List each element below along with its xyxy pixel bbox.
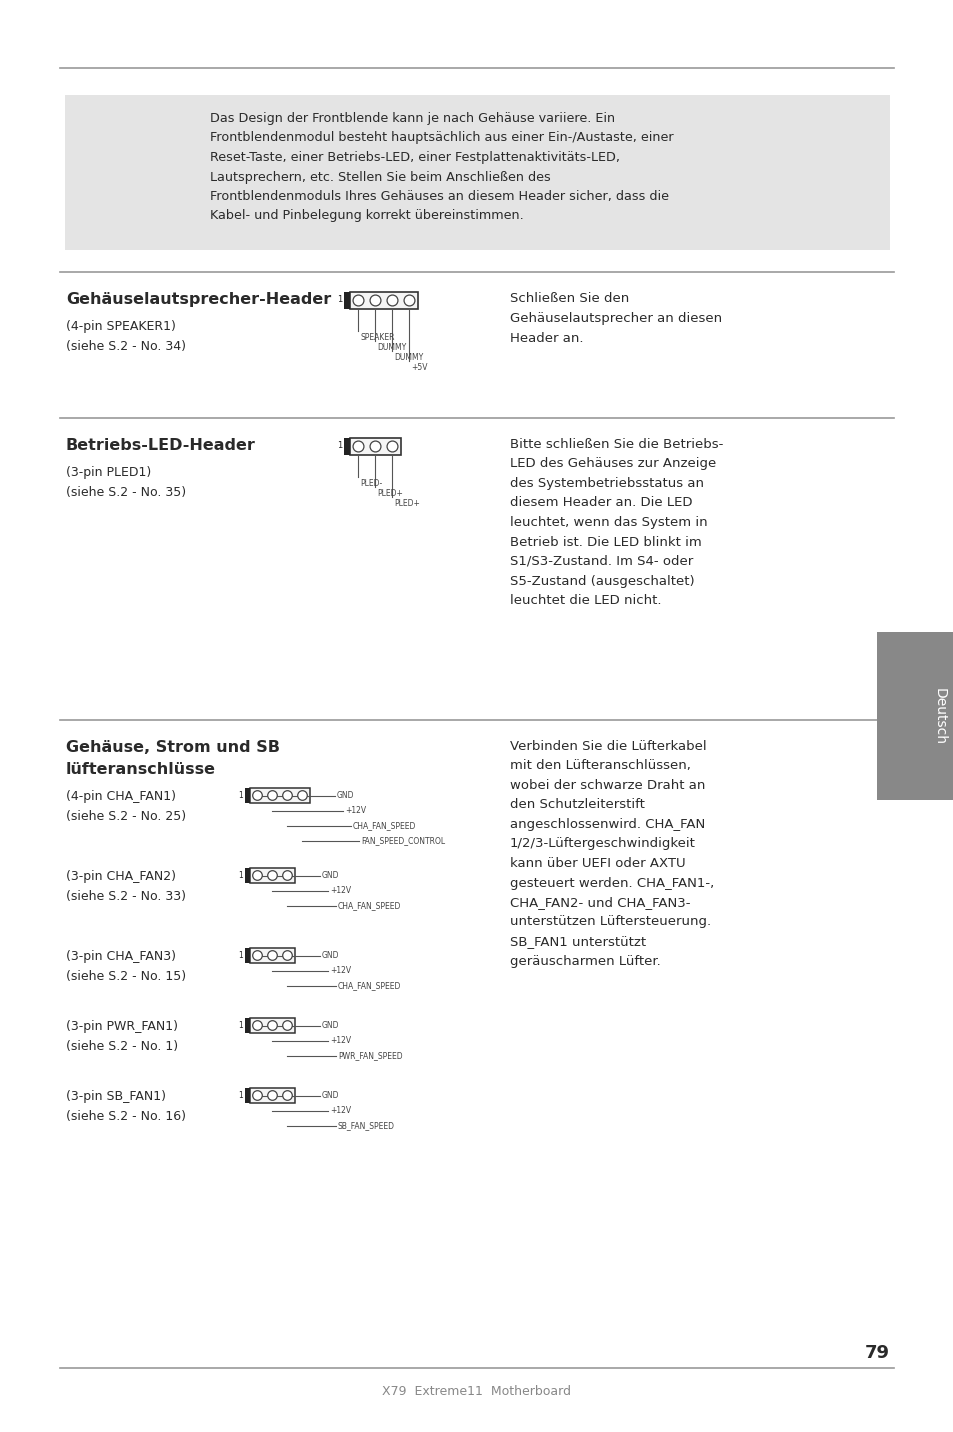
Text: 1: 1 [238, 951, 243, 959]
Circle shape [353, 295, 363, 306]
Text: (4-pin CHA_FAN1): (4-pin CHA_FAN1) [66, 790, 175, 803]
Text: (siehe S.2 - No. 33): (siehe S.2 - No. 33) [66, 891, 186, 904]
Circle shape [404, 295, 415, 306]
Text: GND: GND [322, 951, 339, 959]
Text: Das Design der Frontblende kann je nach Gehäuse variiere. Ein
Frontblendenmodul : Das Design der Frontblende kann je nach … [210, 112, 673, 222]
Text: (siehe S.2 - No. 25): (siehe S.2 - No. 25) [66, 811, 186, 823]
Text: PLED+: PLED+ [377, 488, 403, 498]
Circle shape [387, 295, 397, 306]
Text: lüfteranschlüsse: lüfteranschlüsse [66, 762, 215, 778]
Text: (3-pin CHA_FAN2): (3-pin CHA_FAN2) [66, 871, 175, 884]
Circle shape [282, 1021, 292, 1030]
Text: (4-pin SPEAKER1): (4-pin SPEAKER1) [66, 319, 175, 334]
Text: X79  Extreme11  Motherboard: X79 Extreme11 Motherboard [382, 1385, 571, 1398]
Circle shape [253, 1091, 262, 1100]
Circle shape [268, 1091, 277, 1100]
Text: Gehäuselautsprecher-Header: Gehäuselautsprecher-Header [66, 292, 331, 306]
Circle shape [268, 871, 277, 881]
Circle shape [282, 951, 292, 961]
Circle shape [282, 790, 292, 800]
Bar [250, 948, 294, 962]
Text: (siehe S.2 - No. 16): (siehe S.2 - No. 16) [66, 1110, 186, 1123]
Text: PLED+: PLED+ [395, 498, 420, 508]
Circle shape [353, 441, 363, 453]
Text: (siehe S.2 - No. 1): (siehe S.2 - No. 1) [66, 1040, 178, 1053]
Text: (3-pin PLED1): (3-pin PLED1) [66, 465, 152, 478]
FancyBboxPatch shape [65, 95, 889, 251]
Bar [245, 788, 250, 803]
Text: CHA_FAN_SPEED: CHA_FAN_SPEED [337, 901, 401, 909]
Text: (3-pin CHA_FAN3): (3-pin CHA_FAN3) [66, 949, 175, 962]
Text: PLED-: PLED- [360, 478, 382, 488]
Bar [344, 292, 350, 309]
Text: Deutsch: Deutsch [932, 687, 946, 745]
Text: 1: 1 [336, 441, 341, 451]
Bar [250, 868, 294, 884]
Bar [350, 292, 417, 309]
Text: (siehe S.2 - No. 34): (siehe S.2 - No. 34) [66, 339, 186, 354]
Text: Gehäuse, Strom und SB: Gehäuse, Strom und SB [66, 740, 280, 755]
Circle shape [297, 790, 307, 800]
Text: Betriebs-LED-Header: Betriebs-LED-Header [66, 438, 255, 453]
Bar [245, 1088, 250, 1103]
Circle shape [268, 1021, 277, 1030]
Circle shape [253, 951, 262, 961]
Text: CHA_FAN_SPEED: CHA_FAN_SPEED [337, 981, 401, 990]
Text: Bitte schließen Sie die Betriebs-
LED des Gehäuses zur Anzeige
des Systembetrieb: Bitte schließen Sie die Betriebs- LED de… [510, 438, 722, 607]
Circle shape [387, 441, 397, 453]
Circle shape [268, 790, 277, 800]
Text: +12V: +12V [330, 1106, 351, 1116]
Text: 1: 1 [238, 871, 243, 879]
Bar [344, 438, 350, 455]
Circle shape [268, 951, 277, 961]
Text: CHA_FAN_SPEED: CHA_FAN_SPEED [353, 821, 416, 831]
Text: FAN_SPEED_CONTROL: FAN_SPEED_CONTROL [360, 836, 445, 845]
Text: Verbinden Sie die Lüfterkabel
mit den Lüfteranschlüssen,
wobei der schwarze Drah: Verbinden Sie die Lüfterkabel mit den Lü… [510, 740, 714, 968]
Text: +5V: +5V [411, 362, 428, 372]
Text: (3-pin PWR_FAN1): (3-pin PWR_FAN1) [66, 1020, 178, 1032]
Text: +12V: +12V [330, 967, 351, 975]
Text: (siehe S.2 - No. 35): (siehe S.2 - No. 35) [66, 485, 186, 498]
Circle shape [370, 295, 380, 306]
Bar [250, 788, 310, 803]
Text: 1: 1 [336, 295, 341, 305]
Circle shape [282, 1091, 292, 1100]
Text: GND: GND [322, 1091, 339, 1100]
Text: +12V: +12V [330, 886, 351, 895]
Circle shape [253, 871, 262, 881]
Text: 1: 1 [238, 790, 243, 799]
Text: Schließen Sie den
Gehäuselautsprecher an diesen
Header an.: Schließen Sie den Gehäuselautsprecher an… [510, 292, 721, 345]
Text: (3-pin SB_FAN1): (3-pin SB_FAN1) [66, 1090, 166, 1103]
Text: +12V: +12V [345, 806, 366, 815]
Text: GND: GND [322, 871, 339, 881]
Bar [245, 868, 250, 884]
Bar [245, 948, 250, 962]
Text: SB_FAN_SPEED: SB_FAN_SPEED [337, 1121, 395, 1130]
Bar [245, 1018, 250, 1032]
Text: 79: 79 [864, 1345, 889, 1362]
Text: 1: 1 [238, 1091, 243, 1100]
Text: PWR_FAN_SPEED: PWR_FAN_SPEED [337, 1051, 402, 1060]
Text: DUMMY: DUMMY [377, 344, 406, 352]
Text: SPEAKER: SPEAKER [360, 334, 395, 342]
Text: GND: GND [336, 790, 355, 800]
Text: 1: 1 [238, 1021, 243, 1030]
Text: (siehe S.2 - No. 15): (siehe S.2 - No. 15) [66, 969, 186, 982]
Bar [250, 1088, 294, 1103]
Circle shape [253, 790, 262, 800]
Bar [250, 1018, 294, 1032]
Text: +12V: +12V [330, 1035, 351, 1045]
Text: DUMMY: DUMMY [395, 354, 423, 362]
Circle shape [253, 1021, 262, 1030]
Text: GND: GND [322, 1021, 339, 1030]
Circle shape [370, 441, 380, 453]
Circle shape [282, 871, 292, 881]
Bar [350, 438, 400, 455]
